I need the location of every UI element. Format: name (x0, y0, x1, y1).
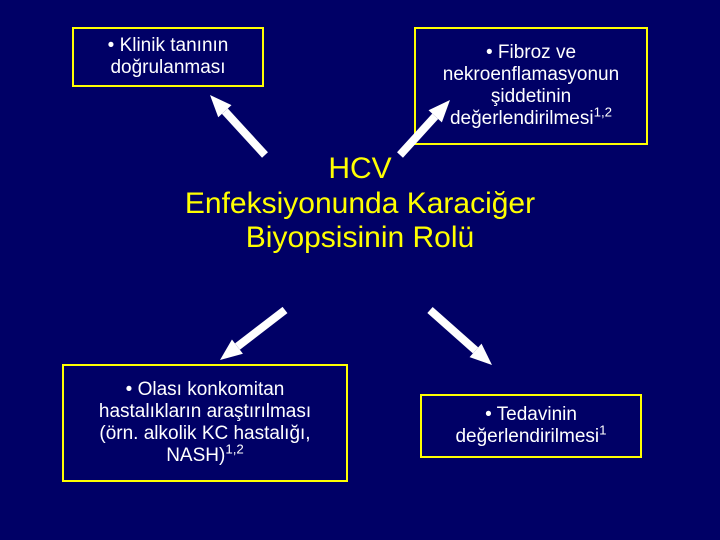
arrow-bottom-left-icon (190, 280, 315, 390)
box-bottom-right-line2-text: değerlendirilmesi (455, 426, 599, 447)
diagram-stage: • Klinik tanının doğrulanması • Fibroz v… (0, 0, 720, 540)
box-top-right-sup: 1,2 (594, 105, 613, 120)
arrow-top-left-icon (180, 65, 295, 185)
box-bottom-left-sup: 1,2 (225, 442, 244, 457)
box-bottom-right: • Tedavinin değerlendirilmesi1 (420, 394, 642, 458)
box-bottom-left-line4: NASH)1,2 (72, 445, 338, 467)
box-bottom-left-line4-text: NASH) (166, 445, 225, 466)
box-bottom-right-line2: değerlendirilmesi1 (430, 426, 632, 448)
center-title-line2: Enfeksiyonunda Karaciğer (120, 187, 600, 222)
center-title-line3: Biyopsisinin Rolü (120, 221, 600, 256)
arrow-top-right-icon (370, 70, 480, 185)
box-top-right-line1: • Fibroz ve (424, 42, 638, 64)
box-top-left-line1: • Klinik tanının (82, 35, 254, 57)
box-bottom-right-sup: 1 (599, 423, 606, 438)
box-bottom-left-line3: (örn. alkolik KC hastalığı, (72, 423, 338, 445)
arrow-bottom-right-icon (400, 280, 522, 395)
box-bottom-left-line2: hastalıkların araştırılması (72, 401, 338, 423)
